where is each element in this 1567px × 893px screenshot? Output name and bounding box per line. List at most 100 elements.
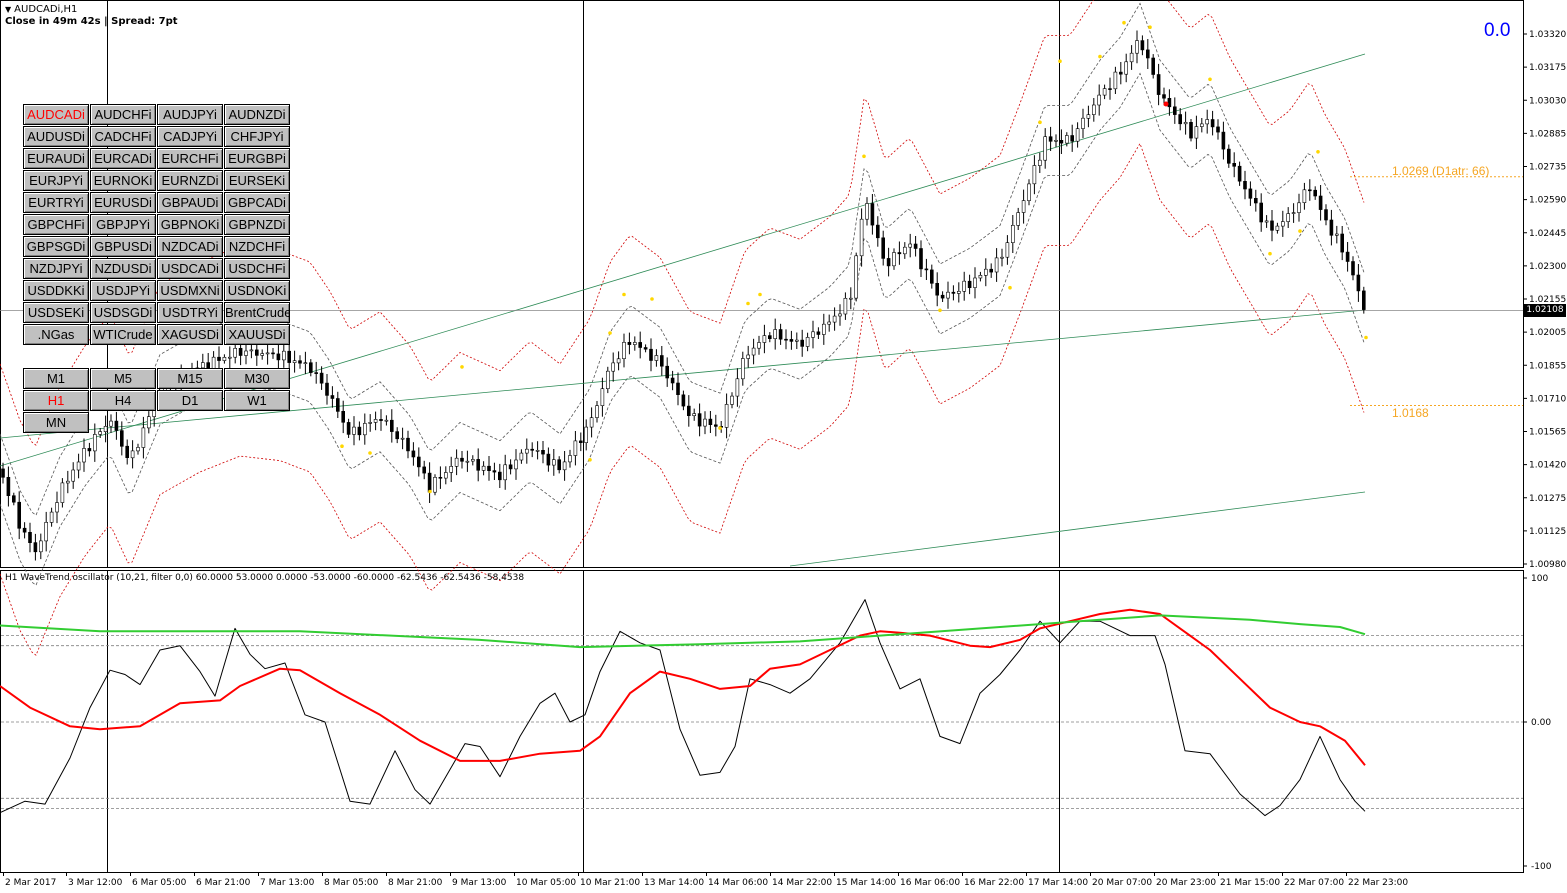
symbol-button[interactable]: EURCHFi [157,148,223,169]
symbol-button[interactable]: EURAUDi [23,148,89,169]
candle-body [800,339,805,347]
candle-body [276,353,281,361]
symbol-button[interactable]: AUDCADi [23,104,89,125]
candle-body [778,329,783,340]
candle-body [1232,163,1236,167]
candle-body [805,337,810,347]
symbol-button[interactable]: EURCADi [90,148,156,169]
symbol-button[interactable]: USDNOKi [224,280,290,301]
symbol-button[interactable]: USDSEKi [23,302,89,323]
candle-body [136,447,140,452]
symbol-button[interactable]: GBPSGDi [23,236,89,257]
symbol-button[interactable]: USDCADi [157,258,223,279]
candle-body [811,331,815,338]
candle-body [1329,219,1334,236]
candle-body [49,511,54,523]
candle-body [535,449,540,452]
symbol-button[interactable]: AUDCHFi [90,104,156,125]
symbol-button[interactable]: EURSEKi [224,170,290,191]
atr-low-level-label: 1.0168 [1392,406,1429,420]
candle-body [530,448,535,451]
symbol-button[interactable]: EURGBPi [224,148,290,169]
timeframe-button[interactable]: H1 [23,390,89,411]
symbol-button[interactable]: NZDCADi [157,236,223,257]
timeframe-button[interactable]: D1 [157,390,223,411]
candle-body [789,339,794,342]
fractal-dot [1038,120,1042,125]
timeframe-button[interactable]: M1 [23,368,89,389]
candle-body [497,471,502,481]
candle-body [1335,233,1339,236]
main-pane-border [0,0,1524,568]
candle-body [228,356,232,359]
symbol-button[interactable]: USDJPYi [90,280,156,301]
candle-body [346,422,351,435]
symbol-button[interactable]: GBPUSDi [90,236,156,257]
symbol-button[interactable]: WTICrude [90,324,156,345]
timeframe-button[interactable]: M15 [157,368,223,389]
symbol-button[interactable]: AUDNZDi [224,104,290,125]
symbol-button[interactable]: EURNZDi [157,170,223,191]
symbol-button[interactable]: AUDJPYi [157,104,223,125]
candle-body [767,335,772,340]
symbol-button[interactable]: CADJPYi [157,126,223,147]
symbol-button[interactable]: GBPCHFi [23,214,89,235]
candle-body [703,418,707,427]
symbol-button[interactable]: CADCHFi [90,126,156,147]
dropdown-triangle-icon[interactable]: ▼ [5,5,12,14]
timeframe-button[interactable]: W1 [224,390,290,411]
symbol-button[interactable]: USDTRYi [157,302,223,323]
symbol-button[interactable]: AUDUSDi [23,126,89,147]
symbol-button[interactable]: USDMXNi [157,280,223,301]
symbol-button[interactable]: GBPJPYi [90,214,156,235]
candle-body [82,448,86,463]
candle-body [395,431,400,440]
symbol-button[interactable]: USDSGDi [90,302,156,323]
symbol-button[interactable]: GBPNOKi [157,214,223,235]
candle-body [265,352,270,355]
timeframe-button[interactable]: M5 [90,368,156,389]
symbol-button[interactable]: XAGUSDi [157,324,223,345]
candle-body [1048,136,1053,142]
candle-body [1291,212,1296,214]
symbol-button[interactable]: GBPNZDi [224,214,290,235]
symbol-button[interactable]: XAUUSDi [224,324,290,345]
candle-body [983,268,988,276]
symbol-button[interactable]: NZDJPYi [23,258,89,279]
price-tick-label: 1.02300 [1529,262,1566,272]
candle-body [1119,71,1123,75]
symbol-button[interactable]: USDDKKi [23,280,89,301]
candle-body [524,448,529,454]
symbol-button[interactable]: EURJPYi [23,170,89,191]
candle-body [130,450,135,459]
symbol-button[interactable]: BrentCrude [224,302,290,323]
symbol-button[interactable]: GBPAUDi [157,192,223,213]
symbol-button[interactable]: GBPCADi [224,192,290,213]
candle-body [470,459,475,462]
candle-body [303,362,308,365]
trend-channel-middle [0,309,1366,439]
symbol-button[interactable]: EURTRYi [23,192,89,213]
symbol-button[interactable]: NZDCHFi [224,236,290,257]
fractal-dot [1316,150,1320,154]
timeframe-button[interactable]: H4 [90,390,156,411]
timeframe-button[interactable]: M30 [224,368,290,389]
timeframe-button[interactable]: MN [23,412,89,433]
candle-body [546,453,551,466]
candle-body [384,419,389,422]
symbol-button[interactable]: EURUSDi [90,192,156,213]
fractal-dot [608,331,612,335]
candle-body [330,395,335,399]
candle-body [584,426,589,444]
time-axis: 2 Mar 2017 3 Mar 12:00 6 Mar 05:00 6 Mar 21… [3,872,1408,888]
symbol-button[interactable]: NZDUSDi [90,258,156,279]
time-tick-label: 14 Mar 06:00 [708,878,768,888]
price-tick-label: 1.02885 [1529,129,1566,139]
candle-body [1318,195,1323,210]
symbol-button[interactable]: EURNOKi [90,170,156,191]
symbol-button[interactable]: CHFJPYi [224,126,290,147]
symbol-button[interactable]: .NGas [23,324,89,345]
symbol-button[interactable]: USDCHFi [224,258,290,279]
